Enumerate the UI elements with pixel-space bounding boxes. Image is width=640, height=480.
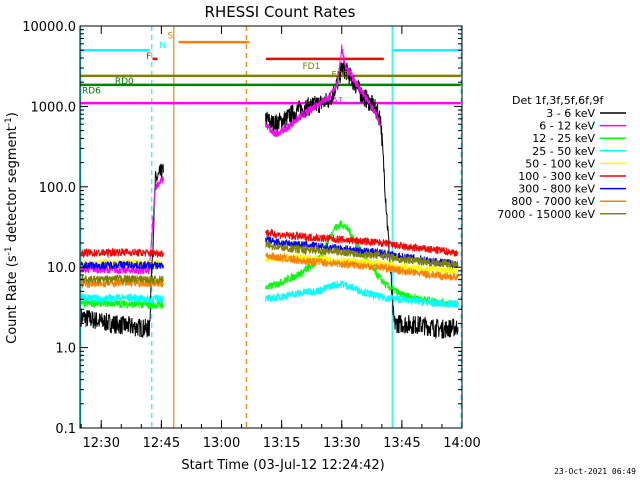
series-line-5-segment-1 — [265, 228, 459, 257]
series-line-0-segment-0 — [80, 163, 164, 338]
state-label-0: S — [167, 31, 173, 41]
attenuator-state-bars — [80, 40, 461, 105]
series-line-7-segment-0 — [81, 277, 164, 290]
legend-label-8: 7000 - 15000 keV — [497, 208, 595, 221]
axes-group: 12:30 12:45 13:00 13:15 13:30 13:45 14:00 0.1 1.… — [22, 20, 481, 451]
state-label-7: A1 — [332, 97, 344, 107]
state-label-3: FD1 — [302, 62, 320, 72]
series-line-2-segment-0 — [80, 297, 164, 310]
generation-timestamp: 23-Oct-2021 06:49 — [554, 467, 636, 476]
series-line-6-segment-0 — [80, 260, 164, 271]
legend-label-6: 300 - 800 keV — [518, 183, 595, 196]
y-tick-label-2: 10.0 — [47, 261, 76, 276]
x-tick-label-3: 13:15 — [263, 436, 300, 451]
x-tick-label-1: 12:45 — [143, 436, 180, 451]
y-tick-label-5: 10000.0 — [22, 20, 76, 35]
y-axis-label: Count Rate (s-1 detector segment-1) — [4, 112, 20, 344]
state-label-1: N — [159, 41, 166, 51]
series-line-7-segment-1 — [265, 252, 459, 282]
y-tick-label-3: 100.0 — [39, 181, 76, 196]
state-label-2: F — [146, 52, 151, 62]
time-interval-markers — [80, 26, 462, 428]
y-tick-label-1: 1.0 — [55, 342, 76, 357]
chart-title: RHESSI Count Rates — [205, 3, 356, 21]
legend-label-4: 50 - 100 keV — [525, 157, 595, 170]
data-series-group — [80, 44, 459, 340]
legend-label-1: 6 - 12 keV — [539, 120, 595, 133]
x-tick-label-0: 12:30 — [83, 436, 120, 451]
series-line-3-segment-0 — [80, 292, 164, 305]
legend-label-5: 100 - 300 keV — [518, 170, 595, 183]
series-line-8-segment-0 — [80, 273, 164, 285]
series-line-5-segment-0 — [80, 247, 164, 259]
x-tick-label-6: 14:00 — [443, 436, 480, 451]
x-tick-label-2: 13:00 — [203, 436, 240, 451]
series-line-8-segment-1 — [265, 240, 459, 269]
series-line-0-segment-1 — [265, 60, 459, 340]
state-label-4: FD3 — [331, 70, 349, 80]
x-axis-label: Start Time (03-Jul-12 12:24:42) — [181, 458, 384, 473]
legend-label-3: 25 - 50 keV — [532, 145, 595, 158]
x-tick-label-4: 13:30 — [323, 436, 360, 451]
legend-label-2: 12 - 25 keV — [532, 132, 595, 145]
series-line-3-segment-1 — [265, 280, 459, 309]
plot-frame — [79, 25, 463, 429]
y-tick-label-0: 0.1 — [55, 422, 76, 437]
state-annotations: SNF FD1 FD3 RD0 RD6 A1 — [82, 31, 349, 106]
legend-label-0: 3 - 6 keV — [546, 107, 595, 120]
series-line-1-segment-1 — [265, 44, 382, 138]
legend-label-7: 800 - 7000 keV — [511, 195, 595, 208]
legend-title: Det 1f,3f,5f,6f,9f — [512, 94, 605, 107]
y-tick-label-4: 1000.0 — [31, 100, 77, 115]
x-tick-label-5: 13:45 — [383, 436, 420, 451]
state-label-6: RD6 — [82, 86, 101, 96]
state-label-5: RD0 — [115, 77, 134, 87]
